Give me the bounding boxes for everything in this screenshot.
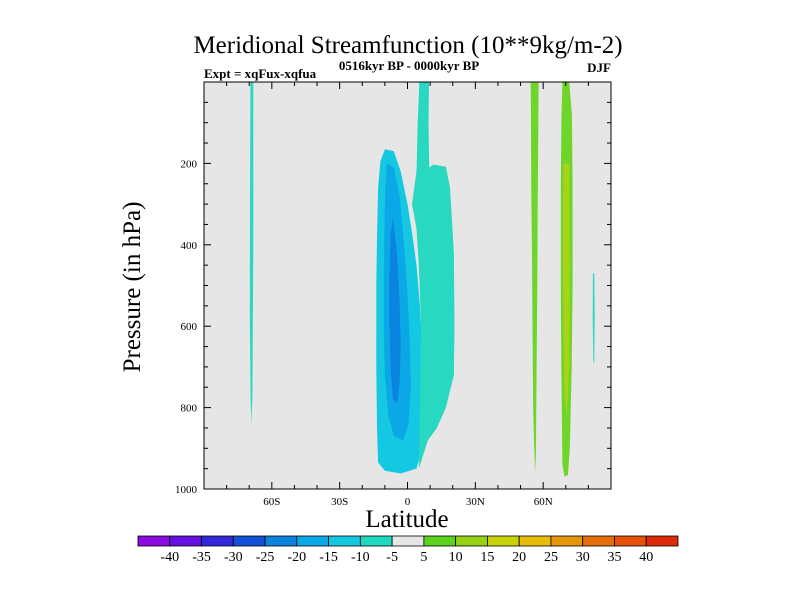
colorbar-swatch — [137, 535, 171, 547]
colorbar-label: -20 — [287, 550, 306, 565]
y-tick-label: 1000 — [175, 484, 198, 496]
x-tick-label: 60S — [263, 496, 280, 508]
contour-northern-strip-60N — [530, 82, 539, 473]
contour-far-north-sliver — [592, 273, 595, 363]
colorbar-label: -5 — [386, 550, 398, 565]
right-subtitle: DJF — [587, 60, 611, 75]
colorbar-swatch — [614, 535, 647, 547]
colorbar-swatch — [359, 535, 393, 547]
colorbar-swatch — [391, 535, 425, 547]
colorbar-swatch — [582, 535, 615, 547]
colorbar-label: 25 — [544, 550, 558, 565]
x-tick-label: 0 — [405, 496, 411, 508]
contour-equatorial-northern-plume — [412, 82, 455, 469]
colorbar-swatch — [487, 535, 520, 547]
colorbar-label: 10 — [449, 550, 463, 565]
colorbar-swatch — [550, 535, 584, 547]
colorbar-label: 15 — [480, 550, 494, 565]
contour-northern-strip-70N-core — [563, 163, 570, 416]
colorbar-swatch — [201, 535, 234, 547]
center-subtitle: 0516kyr BP - 0000kyr BP — [339, 58, 479, 73]
colorbar-label: -30 — [224, 550, 243, 565]
colorbar: -40 -35 -30 -25 -20 -15 -10 -5 5 10 15 20 25 30 35 40 — [137, 535, 679, 565]
colorbar-label: -35 — [192, 550, 211, 565]
x-axis-label: Latitude — [365, 506, 448, 533]
colorbar-label: 5 — [420, 550, 427, 565]
plot-frame — [203, 81, 612, 490]
x-tick-label: 30S — [331, 496, 348, 508]
colorbar-label: -15 — [319, 550, 338, 565]
colorbar-label: -25 — [256, 550, 275, 565]
colorbar-label: 40 — [639, 550, 653, 565]
axis-ticks: 60S 30S 0 30N 60N 200 400 600 800 1000 — [175, 82, 611, 508]
y-tick-label: 800 — [181, 403, 198, 415]
y-tick-label: 200 — [181, 158, 198, 170]
colorbar-swatch — [645, 535, 679, 547]
y-tick-label: 600 — [181, 321, 198, 333]
left-subtitle: Expt = xqFux-xqfua — [204, 66, 317, 81]
colorbar-label: -10 — [351, 550, 370, 565]
y-axis-label: Pressure (in hPa) — [119, 202, 146, 373]
colorbar-swatch — [232, 535, 266, 547]
colorbar-label: -40 — [160, 550, 179, 565]
colorbar-swatch — [328, 535, 361, 547]
colorbar-label: 35 — [607, 550, 621, 565]
plot-area: 60S 30S 0 30N 60N 200 400 600 800 1000 — [175, 81, 612, 508]
colorbar-swatch — [423, 535, 457, 547]
contour-regions — [249, 82, 595, 477]
colorbar-swatch — [169, 535, 202, 547]
chart-title: Meridional Streamfunction (10**9kg/m-2) — [193, 32, 622, 59]
contour-southern-narrow-strip — [249, 82, 254, 424]
contour-equatorial-cell-core — [389, 216, 401, 404]
colorbar-swatch — [455, 535, 488, 547]
x-tick-label: 30N — [466, 496, 485, 508]
colorbar-swatch — [518, 535, 552, 547]
y-tick-label: 400 — [181, 240, 198, 252]
colorbar-label: 30 — [576, 550, 590, 565]
colorbar-swatch — [264, 535, 298, 547]
x-tick-label: 60N — [534, 496, 553, 508]
colorbar-label: 20 — [512, 550, 526, 565]
colorbar-swatch — [296, 535, 329, 547]
